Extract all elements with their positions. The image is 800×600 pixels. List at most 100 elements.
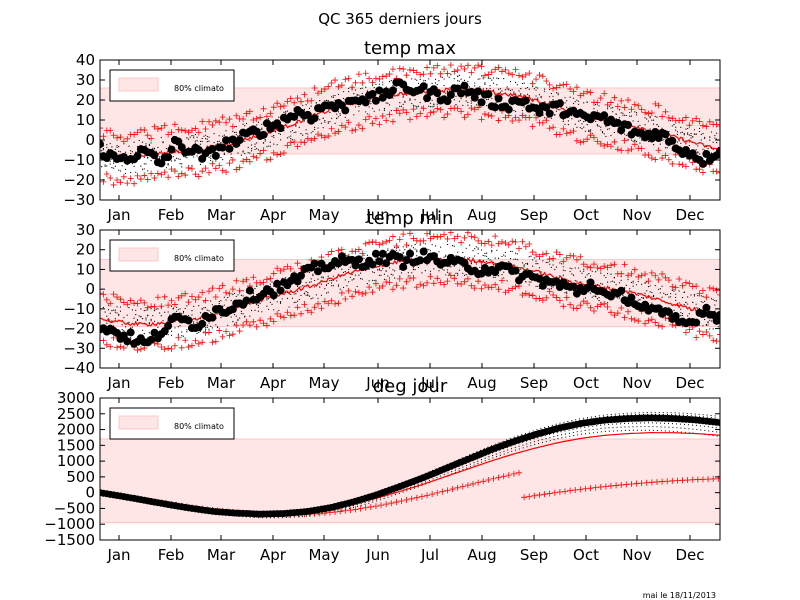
x-tick-label: Jul (420, 374, 439, 392)
observed-point (702, 149, 711, 158)
observed-point (133, 152, 142, 161)
observed-point (368, 89, 377, 98)
observed-point (225, 144, 234, 153)
observed-point (664, 308, 673, 317)
observed-point (371, 96, 380, 105)
y-tick-label: −1500 (44, 531, 95, 549)
observed-point (542, 103, 551, 112)
observed-point (375, 257, 384, 266)
x-tick-label: Feb (158, 546, 185, 564)
x-tick-label: Jun (365, 374, 389, 392)
observed-point (511, 266, 520, 275)
observed-point (484, 90, 493, 99)
observed-point (164, 153, 173, 162)
observed-point (100, 140, 104, 149)
observed-point (184, 316, 193, 325)
observed-point (167, 145, 176, 154)
observed-point (470, 93, 479, 102)
x-tick-label: Dec (675, 546, 704, 564)
observed-point (423, 94, 432, 103)
x-tick-label: Mar (207, 374, 236, 392)
y-tick-label: −20 (63, 171, 95, 189)
observed-point (337, 252, 346, 261)
y-tick-label: −40 (63, 359, 95, 377)
x-tick-label: Apr (260, 206, 287, 224)
observed-point (123, 337, 132, 346)
y-tick-label: 10 (76, 111, 95, 129)
observed-point (641, 300, 650, 309)
observed-point (290, 112, 299, 121)
observed-point (276, 124, 285, 133)
observed-point (545, 109, 554, 118)
observed-point (402, 256, 411, 265)
y-tick-label: 30 (76, 71, 95, 89)
observed-point (296, 271, 305, 280)
observed-point (627, 293, 636, 302)
y-tick-label: 0 (85, 484, 95, 502)
legend-label: 80% climato (174, 422, 224, 431)
observed-point (702, 303, 711, 312)
x-tick-label: Sep (520, 546, 548, 564)
observed-point (388, 86, 397, 95)
observed-point (504, 105, 513, 114)
observed-point (259, 130, 268, 139)
observed-point (119, 331, 128, 340)
legend: 80% climato (109, 239, 235, 272)
observed-point (126, 328, 135, 337)
observed-point (521, 96, 530, 105)
y-tick-label: 40 (76, 51, 95, 69)
observed-point (698, 309, 707, 318)
observed-point (406, 249, 414, 258)
observed-point (228, 305, 237, 314)
x-tick-label: Oct (573, 206, 599, 224)
y-tick-label: −10 (63, 151, 95, 169)
legend-swatch (118, 415, 159, 430)
y-tick-label: −20 (63, 320, 95, 338)
observed-point (314, 267, 323, 276)
x-tick-label: Aug (467, 374, 496, 392)
y-tick-label: 3000 (57, 389, 95, 407)
observed-point (443, 97, 452, 106)
x-tick-label: Mar (207, 546, 236, 564)
observed-point (600, 111, 609, 120)
observed-point (416, 256, 425, 265)
plot-area (100, 230, 720, 354)
x-tick-label: Dec (675, 206, 704, 224)
y-tick-label: 1500 (57, 436, 95, 454)
x-tick-label: Jan (106, 374, 130, 392)
legend: 80% climato (109, 69, 235, 102)
x-tick-label: May (308, 546, 339, 564)
legend-swatch (118, 247, 159, 262)
x-tick-label: Aug (467, 546, 496, 564)
y-tick-label: −10 (63, 300, 95, 318)
observed-point (709, 310, 718, 319)
x-tick-label: Sep (520, 374, 548, 392)
x-tick-label: Nov (622, 546, 651, 564)
x-tick-label: Nov (622, 374, 651, 392)
observed-point (245, 286, 254, 295)
footer-note: mai le 18/11/2013 (642, 591, 716, 600)
observed-point (491, 103, 500, 112)
observed-points (100, 78, 720, 168)
x-tick-label: Oct (573, 374, 599, 392)
observed-point (477, 98, 486, 107)
observed-point (269, 291, 278, 300)
observed-point (194, 145, 203, 154)
x-tick-label: Apr (260, 546, 287, 564)
plot-area (100, 411, 720, 524)
panel-title: temp max (364, 38, 456, 59)
y-tick-label: 1000 (57, 452, 95, 470)
observed-point (494, 94, 503, 103)
y-tick-label: 2000 (57, 421, 95, 439)
y-tick-label: 2500 (57, 405, 95, 423)
y-tick-label: 500 (66, 468, 95, 486)
observed-point (460, 81, 469, 90)
observed-point (692, 318, 701, 327)
axes-frame (99, 59, 721, 201)
y-tick-label: −1000 (44, 515, 95, 533)
y-tick-label: 0 (85, 280, 95, 298)
observed-point (341, 106, 350, 115)
observed-point (208, 313, 217, 322)
observed-point (716, 146, 720, 155)
